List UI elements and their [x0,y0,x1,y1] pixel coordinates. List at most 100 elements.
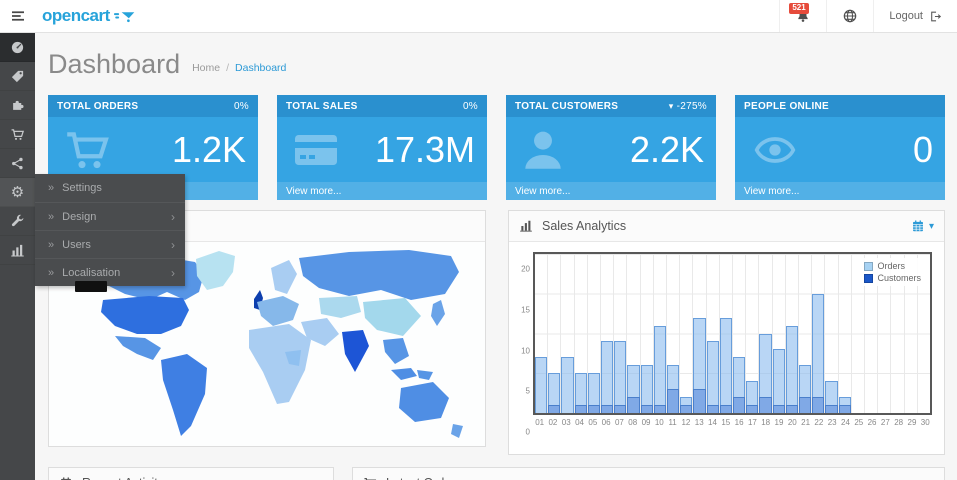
bar-orders [812,293,825,413]
chart-plot: Orders Customers [533,252,932,415]
chevron-right-icon: › [171,237,175,252]
flyout-item-users[interactable]: » Users › [35,230,185,258]
sales-cart-icon [10,127,25,142]
system-flyout-menu: » Settings » Design › » Users › » Locali… [35,174,185,286]
flyout-item-label: Localisation [62,266,121,279]
tile-header: TOTAL CUSTOMERS ▾ -275% [506,95,716,117]
shopping-cart-icon [60,125,114,175]
chart-slot [746,254,760,413]
chart-slot [733,254,747,413]
latest-orders-panel: Latest Orders [352,467,945,480]
x-tick-label: 11 [668,418,677,427]
bar-customers [667,389,680,413]
view-more-link[interactable]: View more... [506,182,716,200]
chart-slot [785,254,800,413]
tile-value: 17.3M [374,128,475,170]
tile-body: 0 [735,117,945,182]
bar-orders [548,373,561,413]
bar-customers [772,405,785,413]
bar-customers [812,397,825,413]
bar-orders [825,381,838,413]
caret-down-icon: ▾ [928,220,934,232]
sidebar-item-catalog-tag[interactable] [0,62,35,91]
sales-analytics-panel: Sales Analytics ▾ 0 5 10 15 20 Orders Custome… [508,210,945,455]
chart-slot [719,254,734,413]
credit-card-icon [289,126,343,174]
tile-body: 17.3M [277,117,487,182]
user-icon [518,125,568,175]
tools-wrench-icon [10,214,25,229]
extensions-puzzle-icon [10,98,25,113]
bar-customers [653,405,667,413]
flyout-item-localisation[interactable]: » Localisation › [35,258,185,286]
dashboard-icon [10,40,25,55]
tile-title: PEOPLE ONLINE [744,100,830,112]
bar-orders [614,341,627,413]
calendar-icon [59,476,73,480]
sidebar-item-marketing-share[interactable] [0,149,35,178]
bar-orders [785,325,799,413]
chart-slot [561,254,575,413]
flyout-item-design[interactable]: » Design › [35,202,185,230]
chart-legend: Orders Customers [860,258,925,286]
notifications-button[interactable]: 521 [779,0,826,32]
x-tick-label: 15 [721,418,731,427]
logout-button[interactable]: Logout [873,0,957,32]
tile-header: TOTAL SALES 0% [277,95,487,117]
x-tick-label: 22 [814,418,824,427]
chart-x-axis: 01 02 03 04 05 06 07 08 09 10 11 12 13 14 15 16 17 18 19 20… [533,418,932,427]
sidebar-item-sales-cart[interactable] [0,120,35,149]
chart-slot [891,254,905,413]
menu-toggle-button[interactable] [0,0,35,32]
chart-slot [587,254,602,413]
marketing-share-icon [10,156,25,171]
breadcrumb-current-link[interactable]: Dashboard [235,62,287,74]
bar-customers [838,405,851,413]
angle-double-right-icon: » [48,210,55,223]
x-tick-label: 27 [880,418,890,427]
sidebar-item-reports-chart[interactable] [0,236,35,265]
sidebar-item-extensions-puzzle[interactable] [0,91,35,120]
x-tick-label: 12 [681,418,691,427]
chevron-right-icon: › [171,209,175,224]
breadcrumb-separator: / [226,62,230,74]
latest-orders-header: Latest Orders [353,468,944,480]
recent-activity-panel: Recent Activity [48,467,334,480]
stores-button[interactable] [826,0,873,32]
top-header: opencart 521 Logout [0,0,957,33]
chart-slot [825,254,839,413]
bar-orders [759,333,772,413]
eye-icon [747,128,803,172]
sales-analytics-chart: 0 5 10 15 20 Orders Customers 01 02 03 04 05 06 07 0… [509,242,944,454]
tile-total-sales: TOTAL SALES 0% 17.3M View more... [277,95,487,200]
x-tick-label: 13 [694,418,704,427]
flyout-item-settings[interactable]: » Settings [35,174,185,202]
caret-down-icon: ▾ [668,100,674,111]
sidebar-item-dashboard[interactable] [0,33,35,62]
sidebar-item-tools-wrench[interactable] [0,207,35,236]
breadcrumb-home-link[interactable]: Home [192,62,221,74]
bar-orders [746,381,759,413]
view-more-link[interactable]: View more... [277,182,487,200]
globe-icon [842,8,858,24]
sidebar-item-system-gear[interactable]: ⚙ [0,178,35,207]
chart-slot [852,254,866,413]
middle-row: Sales Analytics ▾ 0 5 10 15 20 Orders Custome… [48,210,945,455]
x-tick-label: 20 [787,418,797,427]
flyout-item-label: Settings [62,182,102,194]
bar-orders [719,317,733,413]
chart-slot [812,254,826,413]
x-tick-label: 06 [601,418,611,427]
opencart-logo[interactable]: opencart [35,0,146,32]
tile-body: 1.2K [48,117,258,182]
bar-customers [706,405,719,413]
chart-slot [759,254,773,413]
x-tick-label: 07 [614,418,624,427]
bar-chart-icon [519,219,533,233]
x-tick-label: 29 [907,418,917,427]
x-tick-label: 01 [535,418,545,427]
chart-range-dropdown[interactable]: ▾ [911,219,934,233]
page-title: Dashboard [48,48,181,79]
bar-orders [640,365,653,413]
view-more-link[interactable]: View more... [735,182,945,200]
